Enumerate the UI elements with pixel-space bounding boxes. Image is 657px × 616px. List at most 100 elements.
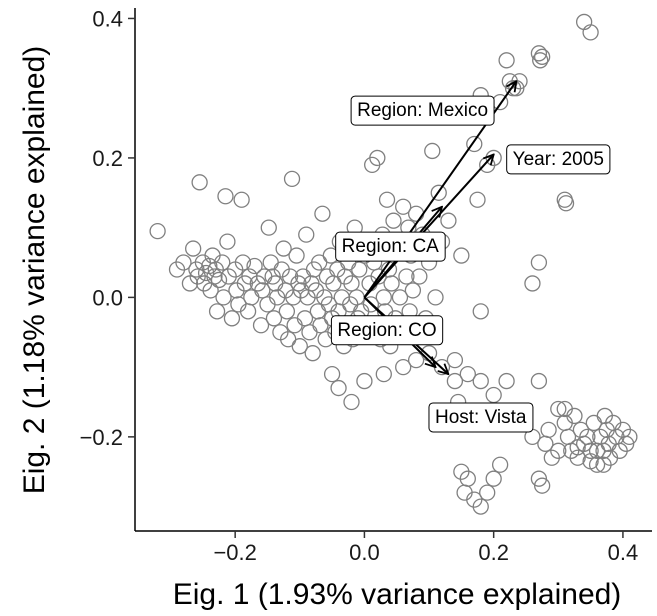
data-point	[533, 477, 551, 494]
data-point	[278, 303, 296, 320]
y-axis-title: Eig. 2 (1.18% variance explained)	[18, 46, 51, 495]
data-point	[262, 254, 279, 271]
data-point	[286, 317, 303, 334]
data-point	[317, 331, 334, 348]
data-point	[175, 254, 192, 271]
data-point	[191, 174, 208, 191]
arrow-label: Year: 2005	[506, 144, 611, 175]
data-point	[369, 149, 386, 167]
arrow-label-text: Year: 2005	[513, 149, 604, 170]
arrow-label-box	[350, 95, 495, 126]
data-point	[206, 268, 223, 285]
data-point	[252, 317, 270, 334]
data-point	[309, 303, 327, 320]
data-point	[288, 247, 305, 264]
data-point	[291, 338, 308, 355]
arrow-label-text: Region: CO	[337, 320, 436, 341]
data-point	[275, 240, 292, 257]
data-point	[411, 268, 428, 285]
data-point	[223, 310, 241, 327]
data-point	[446, 352, 464, 369]
data-point	[243, 289, 260, 306]
arrow-label-box	[506, 144, 611, 175]
data-point	[398, 268, 415, 285]
data-point	[485, 470, 502, 487]
data-point	[479, 484, 496, 501]
data-point	[298, 226, 315, 243]
data-point	[407, 205, 425, 222]
data-point	[407, 352, 425, 369]
data-point	[219, 233, 236, 250]
x-axis-title: Eig. 1 (1.93% variance explained)	[173, 578, 622, 611]
data-point	[356, 372, 373, 390]
data-point	[217, 188, 234, 205]
arrow-label-text: Host: Vista	[435, 407, 527, 428]
data-point	[582, 442, 599, 459]
data-point	[530, 372, 548, 390]
data-point	[214, 254, 231, 271]
scatter-points	[149, 13, 638, 515]
data-point	[469, 191, 486, 208]
arrow-label: Host: Vista	[428, 402, 534, 433]
data-point	[265, 310, 283, 327]
data-point	[543, 449, 560, 466]
data-point	[260, 219, 277, 236]
data-point	[239, 303, 257, 320]
data-point	[210, 271, 228, 289]
x-tick-label: 0.2	[478, 540, 509, 565]
data-point	[233, 191, 250, 208]
data-point	[385, 212, 402, 229]
data-point	[375, 289, 392, 306]
data-point	[427, 289, 444, 306]
axes	[134, 8, 652, 532]
arrow-label: Region: Mexico	[350, 95, 495, 126]
data-point	[378, 191, 396, 208]
data-point	[540, 421, 557, 439]
data-point	[362, 296, 380, 313]
data-point	[215, 289, 232, 306]
arrow-label-box	[330, 315, 444, 346]
x-tick-label: 0.0	[349, 540, 380, 565]
data-point	[618, 435, 635, 452]
data-point	[351, 261, 368, 278]
data-point	[533, 48, 551, 65]
data-point	[557, 195, 575, 212]
arrow-label-text: Region: CA	[342, 236, 439, 257]
data-point	[556, 414, 573, 432]
data-point	[440, 212, 457, 229]
arrow-label-box	[335, 231, 446, 262]
data-point	[395, 358, 412, 376]
data-point	[246, 257, 263, 275]
data-point	[312, 317, 329, 334]
x-tick-label: 0.4	[608, 540, 639, 565]
data-point	[343, 275, 360, 292]
tick-marks: −0.2 0.0 0.2 0.4 −0.2 0.0 0.2 0.4	[80, 6, 639, 565]
data-point	[375, 365, 392, 383]
data-point	[204, 247, 221, 264]
data-point	[197, 264, 215, 282]
y-tick-label: 0.2	[92, 146, 123, 171]
data-point	[550, 400, 567, 418]
data-point	[532, 52, 549, 69]
y-tick-label: 0.4	[92, 6, 123, 31]
data-point	[383, 275, 400, 292]
data-point	[424, 142, 441, 160]
x-tick-label: −0.2	[213, 540, 256, 565]
data-point	[566, 407, 583, 425]
data-point	[430, 184, 447, 201]
data-point	[582, 24, 599, 41]
data-point	[420, 345, 438, 362]
arrow-label-box	[428, 402, 534, 433]
data-point	[582, 453, 599, 470]
data-point	[323, 365, 341, 383]
arrow-label: Region: CO	[330, 315, 444, 346]
data-point	[343, 393, 360, 411]
y-tick-label: 0.0	[92, 285, 123, 310]
data-point	[491, 456, 509, 473]
data-point	[459, 470, 476, 487]
data-point	[530, 470, 548, 487]
data-point	[530, 254, 548, 271]
data-point	[595, 456, 612, 473]
data-point	[404, 282, 422, 299]
arrow-labels: Region: Mexico Year: 2005 Region: CA Region…	[330, 95, 611, 433]
